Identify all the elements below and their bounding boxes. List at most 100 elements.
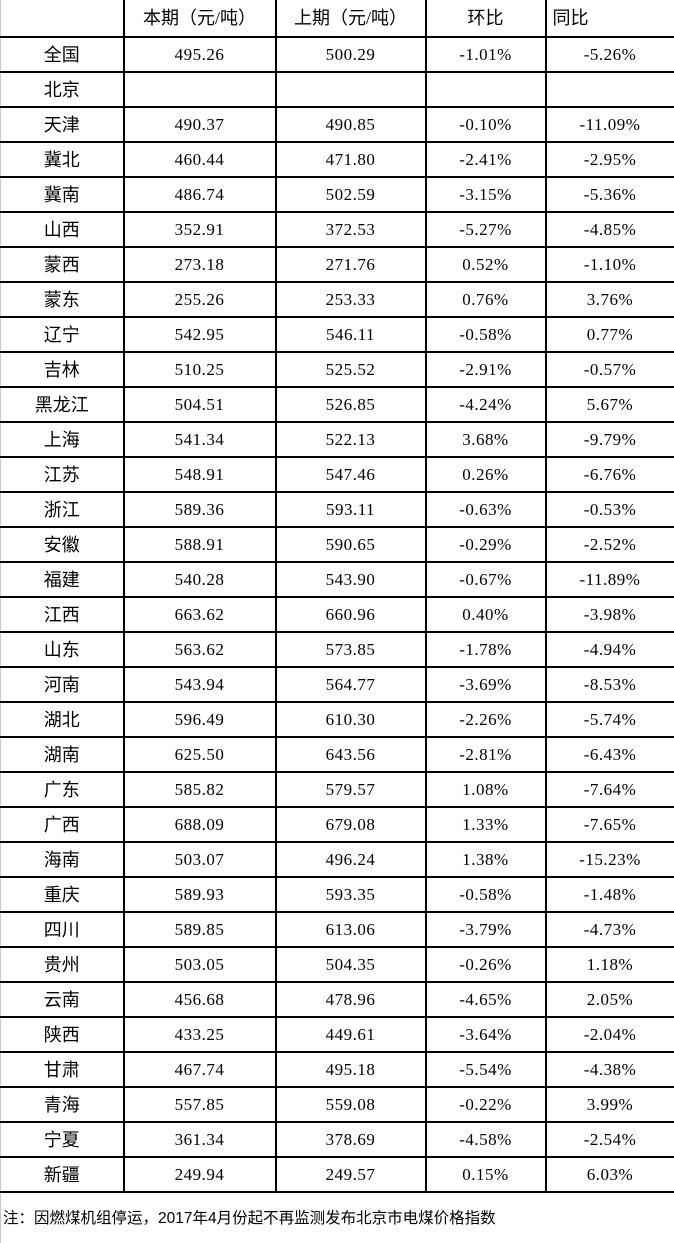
cell-year-on-year: -7.64% xyxy=(546,772,674,807)
cell-current-price: 503.07 xyxy=(124,842,276,877)
cell-region: 天津 xyxy=(1,107,124,142)
cell-region: 河南 xyxy=(1,667,124,702)
cell-region: 贵州 xyxy=(1,947,124,982)
cell-current-price: 663.62 xyxy=(124,597,276,632)
cell-year-on-year: -6.43% xyxy=(546,737,674,772)
cell-region: 蒙东 xyxy=(1,282,124,317)
cell-year-on-year: -2.54% xyxy=(546,1122,674,1157)
cell-previous-price: 559.08 xyxy=(276,1087,426,1122)
cell-year-on-year: -4.94% xyxy=(546,632,674,667)
cell-current-price: 548.91 xyxy=(124,457,276,492)
cell-region: 山东 xyxy=(1,632,124,667)
cell-month-on-month: -3.15% xyxy=(426,177,546,212)
cell-current-price: 255.26 xyxy=(124,282,276,317)
cell-current-price: 589.85 xyxy=(124,912,276,947)
cell-month-on-month: -5.27% xyxy=(426,212,546,247)
cell-year-on-year: -4.85% xyxy=(546,212,674,247)
cell-previous-price: 253.33 xyxy=(276,282,426,317)
cell-region: 吉林 xyxy=(1,352,124,387)
cell-previous-price: 449.61 xyxy=(276,1017,426,1052)
cell-current-price: 361.34 xyxy=(124,1122,276,1157)
cell-year-on-year: 5.67% xyxy=(546,387,674,422)
cell-year-on-year: 2.05% xyxy=(546,982,674,1017)
cell-year-on-year: -4.38% xyxy=(546,1052,674,1087)
cell-current-price: 460.44 xyxy=(124,142,276,177)
cell-month-on-month: -2.41% xyxy=(426,142,546,177)
cell-region: 海南 xyxy=(1,842,124,877)
table-footer: 注：因燃煤机组停运，2017年4月份起不再监测发布北京市电煤价格指数 xyxy=(1,1192,674,1243)
cell-previous-price: 496.24 xyxy=(276,842,426,877)
cell-month-on-month: -3.79% xyxy=(426,912,546,947)
table-row: 北京 xyxy=(1,72,674,107)
table-header-row: 本期（元/吨） 上期（元/吨） 环比 同比 xyxy=(1,0,674,37)
cell-region: 青海 xyxy=(1,1087,124,1122)
cell-year-on-year: -2.04% xyxy=(546,1017,674,1052)
footnote-row: 注：因燃煤机组停运，2017年4月份起不再监测发布北京市电煤价格指数 xyxy=(1,1192,674,1243)
cell-year-on-year: -2.95% xyxy=(546,142,674,177)
cell-previous-price: 593.35 xyxy=(276,877,426,912)
cell-previous-price: 643.56 xyxy=(276,737,426,772)
cell-region: 四川 xyxy=(1,912,124,947)
cell-year-on-year: -0.57% xyxy=(546,352,674,387)
cell-current-price: 625.50 xyxy=(124,737,276,772)
cell-region: 福建 xyxy=(1,562,124,597)
cell-previous-price: 613.06 xyxy=(276,912,426,947)
cell-current-price: 540.28 xyxy=(124,562,276,597)
cell-year-on-year xyxy=(546,72,674,107)
cell-current-price: 510.25 xyxy=(124,352,276,387)
cell-month-on-month: -0.58% xyxy=(426,317,546,352)
cell-month-on-month: -4.24% xyxy=(426,387,546,422)
cell-region: 陕西 xyxy=(1,1017,124,1052)
cell-year-on-year: -4.73% xyxy=(546,912,674,947)
cell-month-on-month: -0.10% xyxy=(426,107,546,142)
cell-previous-price: 660.96 xyxy=(276,597,426,632)
cell-region: 湖北 xyxy=(1,702,124,737)
cell-month-on-month: -1.01% xyxy=(426,37,546,72)
cell-region: 浙江 xyxy=(1,492,124,527)
cell-region: 甘肃 xyxy=(1,1052,124,1087)
cell-region: 重庆 xyxy=(1,877,124,912)
cell-previous-price: 525.52 xyxy=(276,352,426,387)
cell-month-on-month: -0.26% xyxy=(426,947,546,982)
cell-month-on-month: 0.52% xyxy=(426,247,546,282)
cell-year-on-year: -5.26% xyxy=(546,37,674,72)
cell-previous-price: 573.85 xyxy=(276,632,426,667)
cell-month-on-month: -0.63% xyxy=(426,492,546,527)
cell-current-price: 504.51 xyxy=(124,387,276,422)
column-header-region xyxy=(1,0,124,37)
cell-month-on-month: 1.38% xyxy=(426,842,546,877)
cell-previous-price: 547.46 xyxy=(276,457,426,492)
cell-current-price: 490.37 xyxy=(124,107,276,142)
cell-current-price: 596.49 xyxy=(124,702,276,737)
cell-previous-price: 495.18 xyxy=(276,1052,426,1087)
cell-region: 广东 xyxy=(1,772,124,807)
cell-current-price: 589.93 xyxy=(124,877,276,912)
cell-month-on-month: -2.81% xyxy=(426,737,546,772)
cell-previous-price: 504.35 xyxy=(276,947,426,982)
cell-previous-price: 271.76 xyxy=(276,247,426,282)
cell-current-price: 563.62 xyxy=(124,632,276,667)
cell-region: 广西 xyxy=(1,807,124,842)
cell-previous-price: 249.57 xyxy=(276,1157,426,1192)
cell-current-price: 495.26 xyxy=(124,37,276,72)
cell-previous-price: 478.96 xyxy=(276,982,426,1017)
